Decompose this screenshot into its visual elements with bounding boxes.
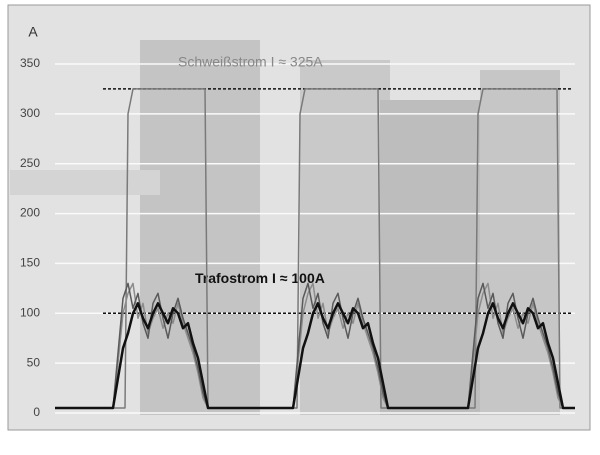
y-tick-label: 150: [20, 256, 40, 270]
photo-shape: [140, 40, 260, 415]
y-tick-label: 50: [27, 355, 41, 369]
chart: A 0 50 100 150 200 250 300 350 Schweißstrom I ≈ …: [0, 0, 600, 450]
y-tick-label: 200: [20, 206, 40, 220]
reference-label: Schweißstrom I ≈ 325A: [178, 54, 323, 70]
reference-label: Trafostrom I ≈ 100A: [195, 270, 325, 286]
photo-shape: [380, 100, 480, 415]
photo-shape: [10, 170, 160, 195]
y-tick-label: 300: [20, 106, 40, 120]
y-unit: A: [28, 24, 38, 40]
y-tick-label: 350: [20, 56, 40, 70]
y-tick-label: 100: [20, 305, 40, 319]
y-tick-label: 0: [33, 405, 40, 419]
y-tick-label: 250: [20, 156, 40, 170]
